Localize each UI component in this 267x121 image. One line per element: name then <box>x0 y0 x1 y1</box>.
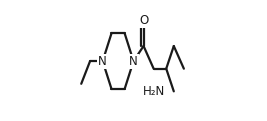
Text: N: N <box>98 55 107 68</box>
Text: O: O <box>139 14 148 27</box>
Text: N: N <box>129 55 138 68</box>
Text: H₂N: H₂N <box>143 85 165 98</box>
